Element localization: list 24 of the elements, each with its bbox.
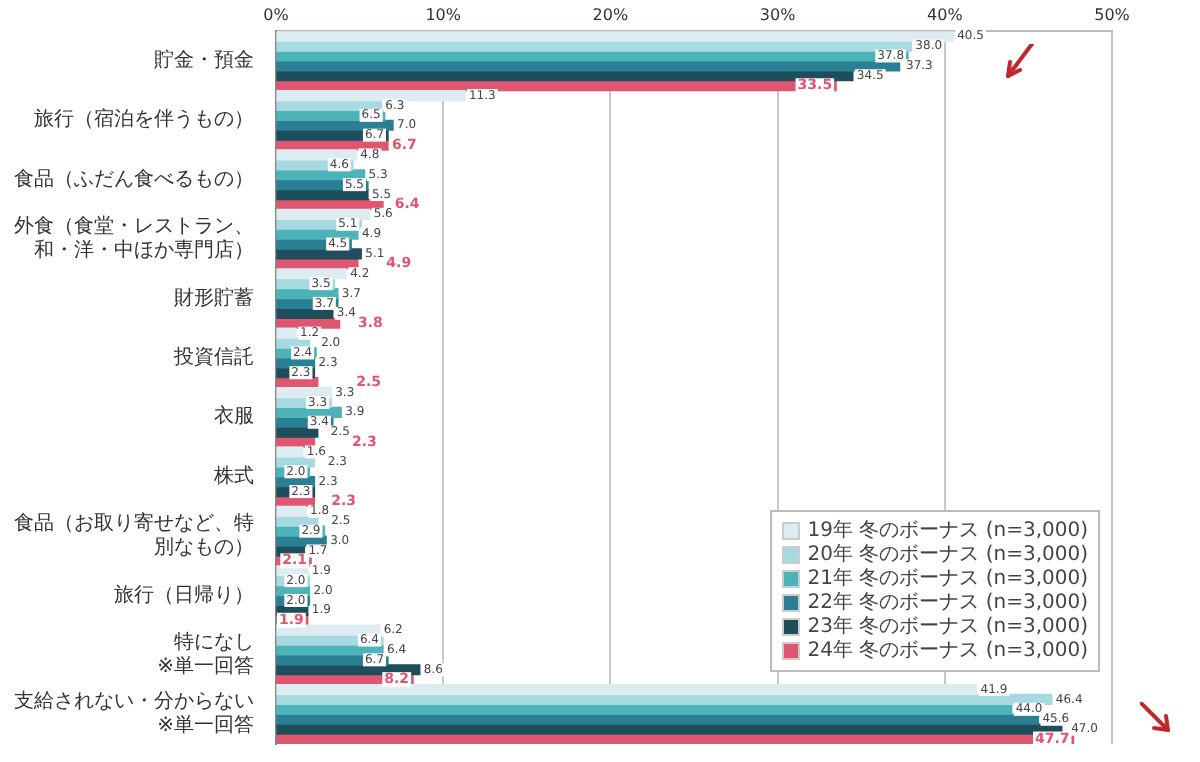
x-tick-label: 10% [425,5,462,24]
x-tick-label: 50% [1094,5,1131,24]
legend-label: 19年 冬のボーナス (n=3,000) [807,520,1088,542]
y-tick-label: 財形貯蓄 [174,285,254,310]
legend-label: 24年 冬のボーナス (n=3,000) [807,640,1088,662]
x-tick-label: 40% [927,5,964,24]
y-tick-label: 特になし ※単一回答 [157,630,254,679]
y-tick-label: 食品（ふだん食べるもの） [14,166,254,191]
y-tick-label: 外食（食堂・レストラン、和・洋・中ほか専門店） [14,214,254,263]
x-tick-label: 0% [263,5,290,24]
x-tick-label: 30% [759,5,797,24]
x-tick-label: 20% [592,5,629,24]
y-tick-label: 旅行（宿泊を伴うもの） [34,107,254,132]
y-tick-label: 食品（お取り寄せなど、特別なもの） [14,511,254,560]
y-tick-label: 支給されない・分からない ※単一回答 [14,689,254,738]
legend-label: 22年 冬のボーナス (n=3,000) [807,592,1088,614]
y-tick-label: 旅行（日帰り） [114,582,254,607]
legend-label: 20年 冬のボーナス (n=3,000) [807,544,1088,566]
y-tick-label: 投資信託 [172,345,254,370]
y-tick-label: 株式 [212,463,254,488]
y-tick-label: 衣服 [214,404,254,429]
legend-label: 21年 冬のボーナス (n=3,000) [807,568,1088,590]
legend-label: 23年 冬のボーナス (n=3,000) [807,616,1088,638]
y-tick-label: 貯金・預金 [154,48,254,73]
